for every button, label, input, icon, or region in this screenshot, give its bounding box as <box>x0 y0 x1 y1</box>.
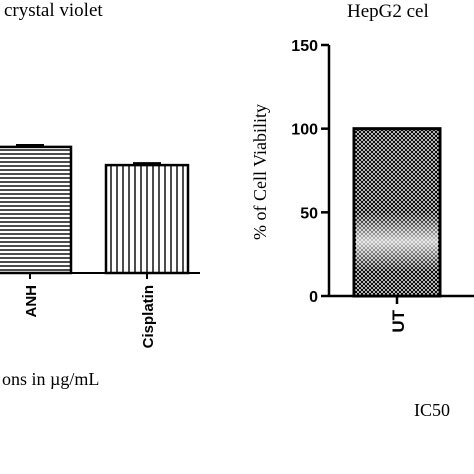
left-chart-title: crystal violet <box>4 0 103 21</box>
left-bar-cisplatin <box>104 163 190 275</box>
left-panel: crystal violet ANH Cisplatin ons in µg/mL <box>0 0 200 389</box>
right-y-tick-label: 150 <box>291 38 318 55</box>
right-x-ticks: UT <box>389 296 408 333</box>
left-x-ticks: ANH Cisplatin <box>23 273 157 348</box>
left-bar-anh <box>0 145 73 275</box>
right-x-axis-label: IC50 <box>414 400 450 420</box>
left-x-axis-label: ons in µg/mL <box>2 369 99 389</box>
right-x-tick-label: UT <box>389 309 408 332</box>
right-y-tick-label: 100 <box>291 122 318 139</box>
right-y-ticks: 0 50 100 150 <box>291 38 329 306</box>
right-bars <box>352 127 442 298</box>
right-panel: HepG2 cel % of Cell Viability 050100150 … <box>250 1 474 420</box>
right-chart-title: HepG2 cel <box>347 1 429 22</box>
left-bars <box>0 143 190 275</box>
left-x-tick-label: Cisplatin <box>140 285 157 348</box>
left-x-tick-label: ANH <box>23 285 40 318</box>
right-bar-fade <box>356 212 438 271</box>
right-y-axis-label: % of Cell Viability <box>250 104 270 240</box>
right-y-tick-label: 50 <box>300 205 318 222</box>
right-y-tick-label: 0 <box>309 289 318 306</box>
